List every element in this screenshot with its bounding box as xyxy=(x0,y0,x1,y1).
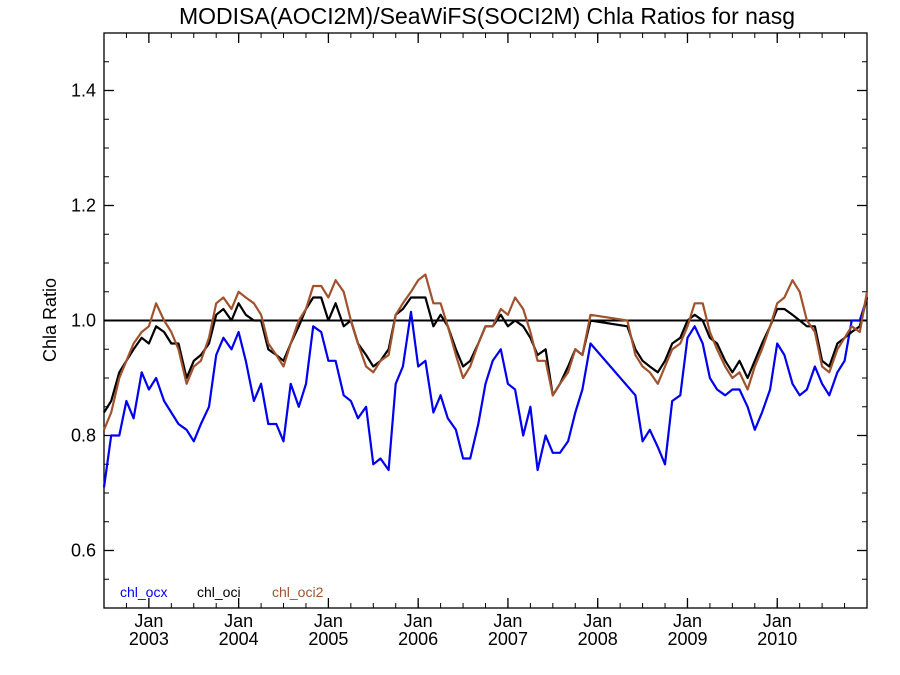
x-tick-year-label: 2008 xyxy=(578,629,618,649)
x-tick-year-label: 2004 xyxy=(219,629,259,649)
y-tick-label: 1.4 xyxy=(71,81,96,101)
x-tick-month-label: Jan xyxy=(134,611,163,631)
y-tick-label: 1.2 xyxy=(71,196,96,216)
x-tick-month-label: Jan xyxy=(673,611,702,631)
y-tick-label: 1.0 xyxy=(71,311,96,331)
legend-entry-chl-oci2: chl_oci2 xyxy=(272,584,324,600)
x-tick-month-label: Jan xyxy=(493,611,522,631)
x-tick-month-label: Jan xyxy=(314,611,343,631)
x-tick-year-label: 2007 xyxy=(488,629,528,649)
y-tick-label: 0.6 xyxy=(71,541,96,561)
x-tick-month-label: Jan xyxy=(224,611,253,631)
legend-entry-chl-oci: chl_oci xyxy=(197,584,241,600)
x-tick-month-label: Jan xyxy=(763,611,792,631)
series-line-chl-oci2 xyxy=(102,273,869,431)
y-tick-label: 0.8 xyxy=(71,426,96,446)
series-line-chl-oci xyxy=(103,296,869,414)
x-tick-month-label: Jan xyxy=(404,611,433,631)
x-tick-month-label: Jan xyxy=(583,611,612,631)
x-tick-year-label: 2010 xyxy=(757,629,797,649)
y-axis-label: Chla Ratio xyxy=(40,278,60,362)
x-tick-year-label: 2005 xyxy=(308,629,348,649)
plot-area: 0.60.81.01.21.4Jan2003Jan2004Jan2005Jan2… xyxy=(71,32,869,649)
chart-title: MODISA(AOCI2M)/SeaWiFS(SOCI2M) Chla Rati… xyxy=(179,3,795,29)
series-line-chl-ocx xyxy=(102,297,869,488)
x-tick-year-label: 2009 xyxy=(667,629,707,649)
x-tick-year-label: 2003 xyxy=(129,629,169,649)
x-tick-year-label: 2006 xyxy=(398,629,438,649)
legend-entry-chl-ocx: chl_ocx xyxy=(120,584,167,600)
